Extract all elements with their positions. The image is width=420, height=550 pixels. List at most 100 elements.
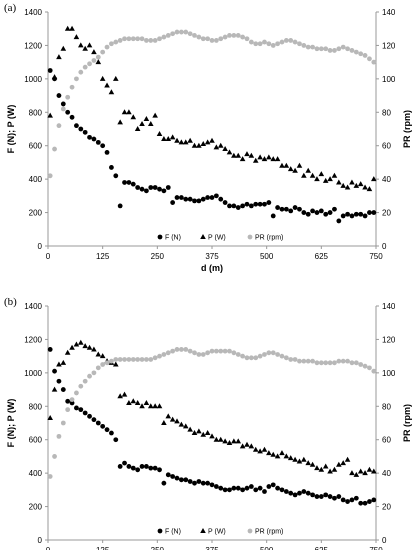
data-point (178, 347, 184, 352)
data-point (257, 154, 263, 160)
data-point (117, 357, 123, 362)
data-point (279, 162, 285, 168)
data-point (139, 403, 145, 409)
data-point (192, 480, 197, 486)
data-point (305, 44, 311, 50)
data-point (305, 490, 311, 496)
data-point (99, 75, 106, 81)
data-point (174, 137, 180, 143)
data-point (340, 460, 346, 466)
data-point (165, 413, 172, 419)
data-point (371, 368, 377, 374)
y-left-tick-label: 1000 (24, 75, 42, 84)
data-point (239, 443, 246, 449)
data-point (336, 494, 342, 499)
data-point (314, 46, 320, 52)
data-point (357, 468, 364, 474)
data-point (78, 383, 84, 389)
data-point (157, 353, 162, 359)
data-point (218, 348, 224, 354)
data-point (340, 497, 346, 503)
y-left-tick-label: 800 (29, 108, 43, 117)
data-point (135, 357, 141, 362)
data-point (161, 352, 167, 357)
legend-label: PR (rpm) (255, 529, 283, 536)
data-point (205, 480, 211, 486)
legend-marker (247, 234, 253, 240)
x-tick-label: 750 (369, 546, 383, 550)
data-point (340, 358, 346, 364)
series-p (47, 25, 377, 192)
data-point (253, 487, 259, 493)
y-left-tick-label: 200 (29, 503, 43, 512)
data-point (112, 75, 119, 81)
data-point (161, 136, 167, 142)
data-point (52, 368, 57, 374)
data-point (248, 203, 254, 209)
data-point (227, 33, 232, 38)
data-point (112, 361, 119, 367)
data-point (187, 196, 193, 202)
data-point (366, 186, 373, 192)
data-point (104, 44, 110, 50)
data-point (292, 456, 298, 462)
data-point (87, 61, 92, 67)
data-point (371, 59, 377, 65)
data-point (353, 495, 359, 501)
data-point (266, 154, 272, 160)
data-point (323, 46, 329, 52)
data-point (262, 201, 267, 207)
data-point (157, 467, 162, 473)
y-left-tick-label: 1200 (24, 41, 42, 50)
data-point (60, 101, 66, 107)
legend-marker (200, 234, 206, 239)
data-point (336, 218, 342, 224)
data-point (353, 182, 360, 188)
y-right-tick-label: 140 (382, 8, 396, 17)
data-point (275, 205, 280, 210)
data-point (157, 36, 162, 42)
data-point (218, 485, 224, 491)
data-point (275, 485, 280, 491)
data-point (240, 34, 246, 40)
data-point (69, 344, 75, 350)
data-point (353, 49, 359, 55)
panel-label: (a) (4, 2, 17, 14)
y-right-tick-label: 60 (382, 436, 391, 445)
data-point (165, 33, 171, 38)
data-point (332, 495, 337, 501)
data-point (274, 156, 281, 162)
y-right-tick-label: 100 (382, 75, 396, 84)
legend-marker (157, 234, 163, 240)
data-point (262, 352, 267, 357)
data-point (196, 352, 202, 357)
legend-label: P (W) (208, 529, 226, 536)
data-point (174, 418, 180, 424)
data-point (344, 456, 351, 462)
data-point (65, 94, 71, 100)
data-point (244, 441, 250, 447)
data-point (310, 208, 315, 214)
data-point (336, 179, 342, 185)
data-point (183, 196, 189, 202)
data-point (252, 446, 259, 452)
data-point (47, 474, 53, 479)
data-point (279, 39, 285, 45)
data-point (56, 54, 62, 60)
data-point (244, 355, 250, 361)
data-point (323, 211, 329, 217)
y-right-tick-label: 100 (382, 369, 396, 378)
data-point (69, 400, 75, 406)
data-point (244, 201, 250, 207)
data-point (327, 468, 333, 474)
data-point (222, 146, 228, 152)
data-point (156, 403, 163, 409)
data-point (200, 196, 206, 202)
data-point (69, 114, 75, 120)
data-point (301, 358, 307, 364)
data-point (64, 349, 71, 355)
data-point (135, 185, 141, 190)
data-point (323, 360, 329, 366)
data-point (82, 343, 88, 349)
data-point (122, 460, 127, 466)
